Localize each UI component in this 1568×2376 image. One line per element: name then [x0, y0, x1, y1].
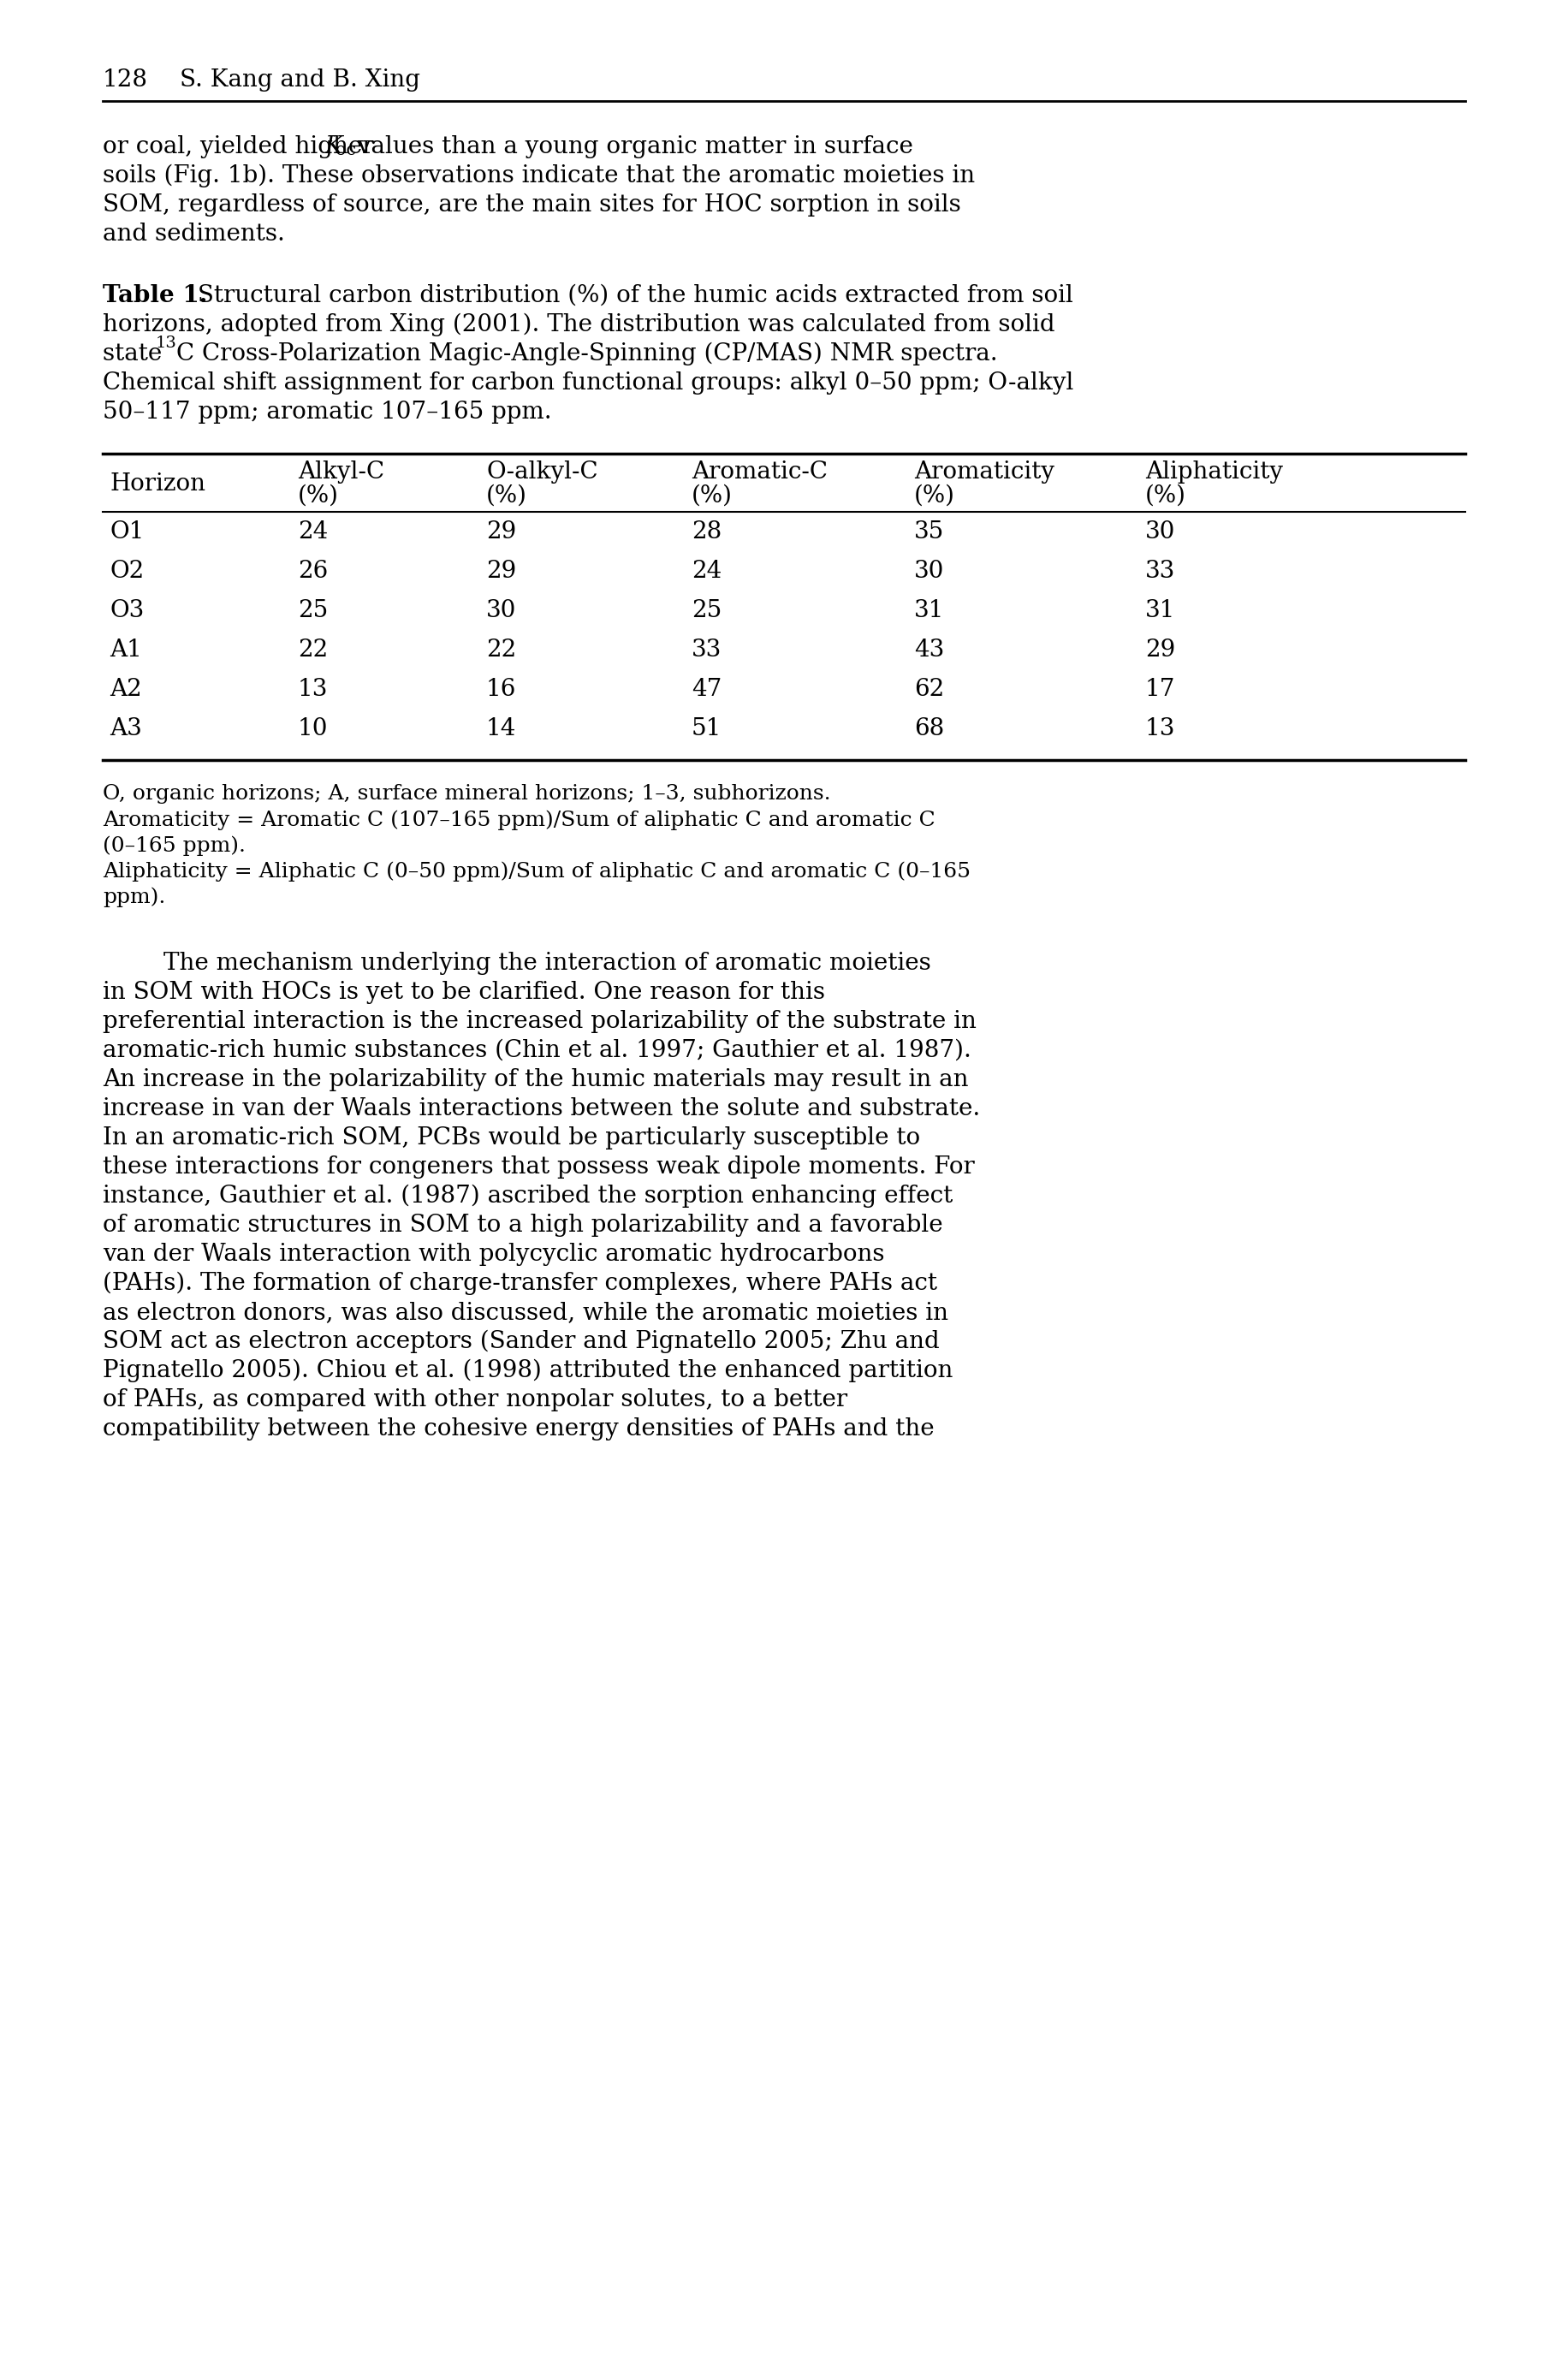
Text: horizons, adopted from Xing (2001). The distribution was calculated from solid: horizons, adopted from Xing (2001). The … [103, 314, 1055, 337]
Text: 31: 31 [914, 599, 944, 623]
Text: 30: 30 [1145, 520, 1176, 544]
Text: 35: 35 [914, 520, 944, 544]
Text: Structural carbon distribution (%) of the humic acids extracted from soil: Structural carbon distribution (%) of th… [190, 285, 1073, 307]
Text: compatibility between the cohesive energy densities of PAHs and the: compatibility between the cohesive energ… [103, 1418, 935, 1440]
Text: Aromaticity: Aromaticity [914, 461, 1054, 485]
Text: 62: 62 [914, 677, 944, 701]
Text: 22: 22 [298, 639, 328, 661]
Text: 47: 47 [691, 677, 721, 701]
Text: of PAHs, as compared with other nonpolar solutes, to a better: of PAHs, as compared with other nonpolar… [103, 1388, 847, 1411]
Text: 25: 25 [298, 599, 328, 623]
Text: 17: 17 [1145, 677, 1176, 701]
Text: 22: 22 [486, 639, 516, 661]
Text: 13: 13 [155, 335, 177, 352]
Text: O-alkyl-C: O-alkyl-C [486, 461, 597, 485]
Text: C Cross-Polarization Magic-Angle-Spinning (CP/MAS) NMR spectra.: C Cross-Polarization Magic-Angle-Spinnin… [176, 342, 997, 366]
Text: Aliphaticity: Aliphaticity [1145, 461, 1283, 485]
Text: ppm).: ppm). [103, 886, 166, 908]
Text: O2: O2 [110, 561, 144, 582]
Text: Alkyl-C: Alkyl-C [298, 461, 384, 485]
Text: In an aromatic-rich SOM, PCBs would be particularly susceptible to: In an aromatic-rich SOM, PCBs would be p… [103, 1126, 920, 1150]
Text: 33: 33 [1145, 561, 1176, 582]
Text: 26: 26 [298, 561, 328, 582]
Text: soils (Fig. 1b). These observations indicate that the aromatic moieties in: soils (Fig. 1b). These observations indi… [103, 164, 975, 188]
Text: 43: 43 [914, 639, 944, 661]
Text: 29: 29 [1145, 639, 1176, 661]
Text: (PAHs). The formation of charge-transfer complexes, where PAHs act: (PAHs). The formation of charge-transfer… [103, 1271, 938, 1295]
Text: of aromatic structures in SOM to a high polarizability and a favorable: of aromatic structures in SOM to a high … [103, 1214, 942, 1238]
Text: K: K [325, 135, 342, 159]
Text: state: state [103, 342, 169, 366]
Text: A3: A3 [110, 718, 141, 741]
Text: 29: 29 [486, 561, 516, 582]
Text: and sediments.: and sediments. [103, 223, 285, 245]
Text: values than a young organic matter in surface: values than a young organic matter in su… [350, 135, 913, 159]
Text: 25: 25 [691, 599, 721, 623]
Text: The mechanism underlying the interaction of aromatic moieties: The mechanism underlying the interaction… [103, 953, 931, 974]
Text: van der Waals interaction with polycyclic aromatic hydrocarbons: van der Waals interaction with polycycli… [103, 1243, 884, 1266]
Text: preferential interaction is the increased polarizability of the substrate in: preferential interaction is the increase… [103, 1010, 977, 1034]
Text: 24: 24 [691, 561, 721, 582]
Text: in SOM with HOCs is yet to be clarified. One reason for this: in SOM with HOCs is yet to be clarified.… [103, 981, 825, 1005]
Text: 31: 31 [1145, 599, 1176, 623]
Text: (%): (%) [298, 485, 339, 508]
Text: (%): (%) [691, 485, 732, 508]
Text: (0–165 ppm).: (0–165 ppm). [103, 836, 246, 855]
Text: O1: O1 [110, 520, 144, 544]
Text: An increase in the polarizability of the humic materials may result in an: An increase in the polarizability of the… [103, 1069, 969, 1091]
Text: SOM, regardless of source, are the main sites for HOC sorption in soils: SOM, regardless of source, are the main … [103, 192, 961, 216]
Text: Aromatic-C: Aromatic-C [691, 461, 828, 485]
Text: 10: 10 [298, 718, 328, 741]
Text: SOM act as electron acceptors (Sander and Pignatello 2005; Zhu and: SOM act as electron acceptors (Sander an… [103, 1331, 939, 1354]
Text: Aliphaticity = Aliphatic C (0–50 ppm)/Sum of aliphatic C and aromatic C (0–165: Aliphaticity = Aliphatic C (0–50 ppm)/Su… [103, 860, 971, 881]
Text: 30: 30 [486, 599, 516, 623]
Text: 33: 33 [691, 639, 721, 661]
Text: or coal, yielded higher: or coal, yielded higher [103, 135, 381, 159]
Text: 24: 24 [298, 520, 328, 544]
Text: 30: 30 [914, 561, 944, 582]
Text: 29: 29 [486, 520, 516, 544]
Text: (%): (%) [914, 485, 955, 508]
Text: 51: 51 [691, 718, 721, 741]
Text: S. Kang and B. Xing: S. Kang and B. Xing [180, 69, 420, 93]
Text: (%): (%) [1145, 485, 1187, 508]
Text: 16: 16 [486, 677, 516, 701]
Text: increase in van der Waals interactions between the solute and substrate.: increase in van der Waals interactions b… [103, 1098, 980, 1121]
Text: instance, Gauthier et al. (1987) ascribed the sorption enhancing effect: instance, Gauthier et al. (1987) ascribe… [103, 1186, 953, 1207]
Text: Chemical shift assignment for carbon functional groups: alkyl 0–50 ppm; O-alkyl: Chemical shift assignment for carbon fun… [103, 371, 1074, 394]
Text: as electron donors, was also discussed, while the aromatic moieties in: as electron donors, was also discussed, … [103, 1302, 949, 1323]
Text: oc: oc [336, 143, 356, 159]
Text: these interactions for congeners that possess weak dipole moments. For: these interactions for congeners that po… [103, 1155, 975, 1178]
Text: O3: O3 [110, 599, 144, 623]
Text: 128: 128 [103, 69, 147, 93]
Text: 13: 13 [298, 677, 328, 701]
Text: Table 1.: Table 1. [103, 285, 207, 307]
Text: 28: 28 [691, 520, 721, 544]
Text: A1: A1 [110, 639, 143, 661]
Text: Pignatello 2005). Chiou et al. (1998) attributed the enhanced partition: Pignatello 2005). Chiou et al. (1998) at… [103, 1359, 953, 1383]
Text: Aromaticity = Aromatic C (107–165 ppm)/Sum of aliphatic C and aromatic C: Aromaticity = Aromatic C (107–165 ppm)/S… [103, 810, 935, 829]
Text: A2: A2 [110, 677, 141, 701]
Text: 68: 68 [914, 718, 944, 741]
Text: 14: 14 [486, 718, 516, 741]
Text: Horizon: Horizon [110, 473, 205, 497]
Text: aromatic-rich humic substances (Chin et al. 1997; Gauthier et al. 1987).: aromatic-rich humic substances (Chin et … [103, 1038, 971, 1062]
Text: O, organic horizons; A, surface mineral horizons; 1–3, subhorizons.: O, organic horizons; A, surface mineral … [103, 784, 831, 803]
Text: 13: 13 [1145, 718, 1176, 741]
Text: 50–117 ppm; aromatic 107–165 ppm.: 50–117 ppm; aromatic 107–165 ppm. [103, 402, 552, 423]
Text: (%): (%) [486, 485, 527, 508]
